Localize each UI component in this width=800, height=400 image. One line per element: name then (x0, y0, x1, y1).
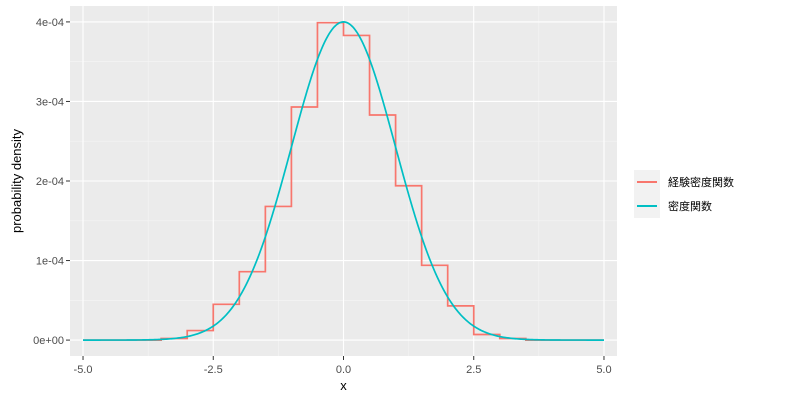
legend-item-density: 密度関数 (634, 194, 712, 218)
y-axis-title: probability density (9, 128, 24, 233)
series-layer (83, 21, 604, 341)
y-tick-label: 2e-04 (36, 176, 64, 188)
x-tick-label: -5.0 (74, 364, 93, 376)
y-tick-label: 4e-04 (36, 17, 64, 29)
series-line-density (83, 21, 604, 341)
y-tick-label: 3e-04 (36, 96, 64, 108)
y-axis: 0e+00 1e-04 2e-04 3e-04 4e-04 (33, 17, 70, 347)
x-tick-label: 2.5 (466, 364, 481, 376)
legend-label-empirical: 経験密度関数 (668, 175, 734, 189)
grid-major (70, 6, 617, 356)
x-tick-label: 5.0 (596, 364, 611, 376)
legend-item-empirical: 経験密度関数 (634, 170, 734, 194)
legend-label-density: 密度関数 (668, 199, 712, 213)
y-tick-label: 1e-04 (36, 256, 64, 268)
x-axis: -5.0 -2.5 0.0 2.5 5.0 (74, 356, 612, 376)
legend: 経験密度関数 密度関数 (634, 170, 734, 218)
y-tick-label: 0e+00 (33, 335, 64, 347)
x-tick-label: 0.0 (336, 364, 351, 376)
x-axis-title: x (340, 378, 347, 393)
x-tick-label: -2.5 (204, 364, 223, 376)
